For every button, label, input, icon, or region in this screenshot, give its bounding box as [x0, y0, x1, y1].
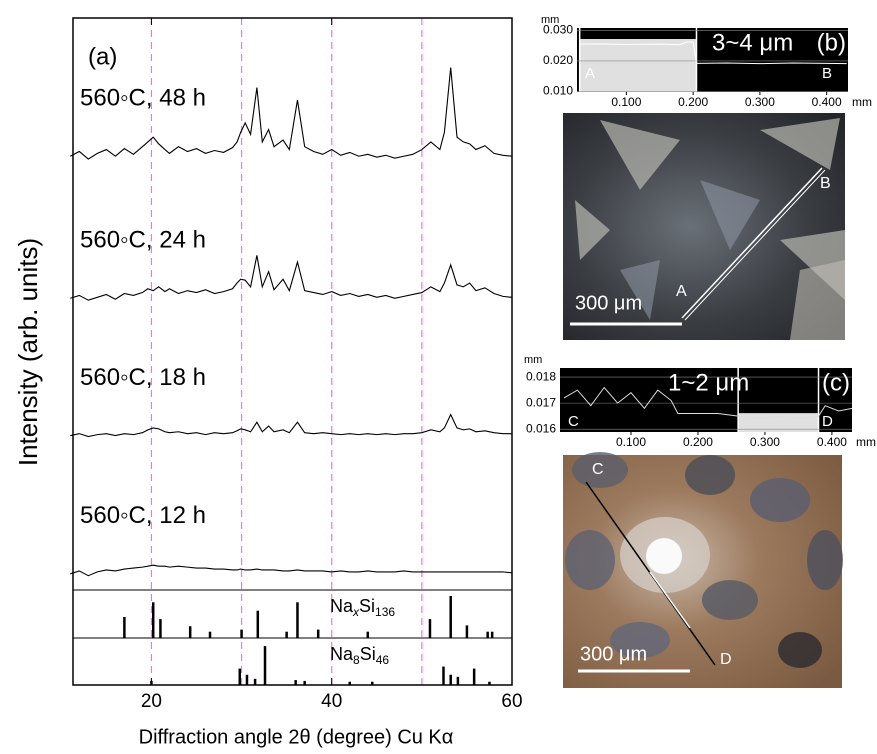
profile-point-label: D — [822, 413, 833, 430]
xrd-trace — [70, 564, 513, 577]
photo-point-label: A — [676, 283, 687, 300]
panel-label: (b) — [817, 29, 846, 56]
reference-label: Na8Si46 — [330, 644, 389, 667]
profile-point-label: C — [568, 413, 579, 430]
photo-point-label: B — [820, 175, 831, 192]
scale-bar-label: 300 μm — [580, 643, 647, 665]
panel-label: (a) — [88, 43, 117, 70]
photo-point-label: D — [720, 651, 732, 668]
reference-label: NaxSi136 — [330, 596, 395, 619]
y-tick-label: 0.030 — [543, 23, 573, 37]
xrd-trace — [70, 413, 512, 438]
y-unit: mm — [541, 14, 559, 26]
highlight-region — [579, 39, 697, 92]
y-tick-label: 0.020 — [543, 53, 573, 67]
reference-label-part: Na — [330, 644, 354, 664]
y-unit: mm — [524, 354, 542, 366]
panel-label: (c) — [822, 369, 850, 396]
reference-label-part: Si — [359, 596, 375, 616]
y-tick-label: 0.017 — [526, 395, 556, 409]
x-tick-label: 40 — [321, 691, 342, 712]
profile-line — [563, 386, 853, 420]
series-label: 560◦C, 48 h — [80, 85, 206, 112]
reference-label-part: x — [352, 605, 360, 619]
reference-label-part: 136 — [375, 605, 395, 619]
thickness-label: 1~2 μm — [668, 369, 749, 396]
reference-label-part: Na — [330, 596, 354, 616]
series-label: 560◦C, 18 h — [80, 364, 206, 391]
x-tick-label: 0.100 — [611, 95, 641, 109]
micrograph-c — [563, 452, 843, 688]
x-axis-label: Diffraction angle 2θ (degree) Cu Kα — [139, 726, 454, 748]
scale-bar-label: 300 μm — [575, 292, 642, 314]
x-unit: mm — [852, 95, 872, 109]
photo-point-label: C — [592, 461, 604, 478]
xrd-trace — [70, 67, 513, 160]
x-tick-label: 0.400 — [812, 95, 842, 109]
y-tick-label: 0.010 — [543, 84, 573, 98]
y-tick-label: 0.016 — [526, 421, 556, 435]
reference-label-part: 8 — [353, 653, 360, 667]
series-label: 560◦C, 12 h — [80, 502, 206, 529]
plot-frame — [72, 17, 513, 686]
x-tick-label: 60 — [501, 691, 522, 712]
thickness-label: 3~4 μm — [712, 29, 793, 56]
micrograph-b — [563, 113, 845, 340]
x-tick-label: 0.300 — [750, 435, 780, 449]
x-tick-label: 0.300 — [745, 95, 775, 109]
x-unit: mm — [856, 435, 876, 449]
profile-point-label: A — [585, 65, 595, 82]
xrd-trace — [70, 255, 513, 301]
x-tick-label: 0.200 — [678, 95, 708, 109]
x-tick-label: 0.400 — [817, 435, 847, 449]
reference-label-part: Si — [360, 644, 376, 664]
profile-line — [579, 41, 847, 65]
x-tick-label: 20 — [141, 691, 162, 712]
x-tick-label: 0.200 — [683, 435, 713, 449]
y-tick-label: 0.018 — [526, 369, 556, 383]
series-label: 560◦C, 24 h — [80, 227, 206, 254]
x-tick-label: 0.100 — [616, 435, 646, 449]
reference-label-part: 46 — [376, 653, 390, 667]
highlight-region — [738, 413, 819, 432]
y-axis-label: Intensity (arb. units) — [13, 238, 43, 466]
profile-point-label: B — [822, 65, 832, 82]
